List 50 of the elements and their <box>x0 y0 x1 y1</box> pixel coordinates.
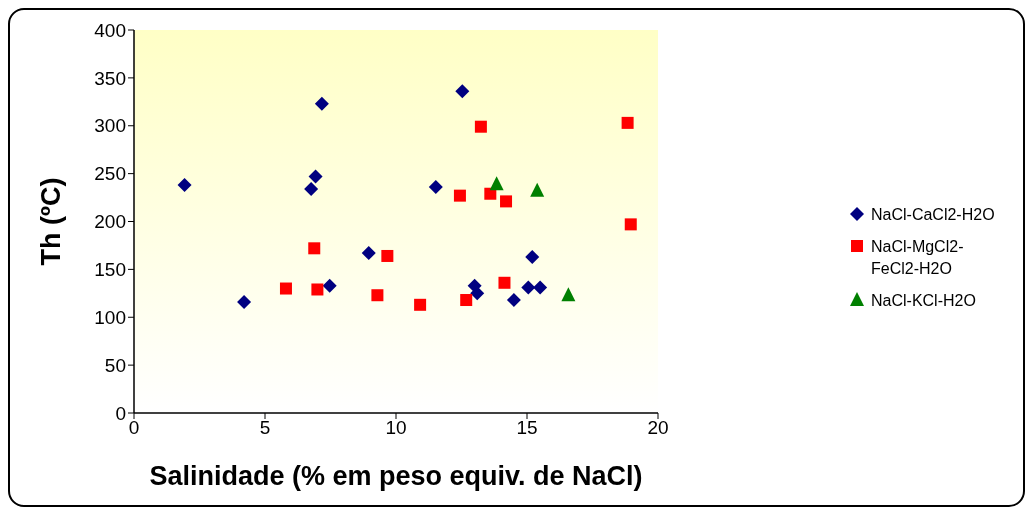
point <box>279 282 292 295</box>
point <box>414 298 427 311</box>
point <box>428 180 443 195</box>
point <box>489 176 504 191</box>
y-tick-label: 0 <box>115 402 126 424</box>
point <box>484 187 497 200</box>
legend-label: NaCl-CaCl2-H2O <box>871 204 996 225</box>
point <box>177 178 192 193</box>
point <box>308 242 321 255</box>
y-tick-label: 100 <box>94 306 126 328</box>
point <box>533 280 548 295</box>
y-tick-label: 150 <box>94 259 126 281</box>
y-tick-label: 50 <box>104 354 126 376</box>
x-axis-title: Salinidade (% em peso equiv. de NaCl) <box>149 461 643 491</box>
point <box>453 189 466 202</box>
point <box>381 249 394 262</box>
y-tick-label: 250 <box>94 163 126 185</box>
x-tick-label: 20 <box>647 417 669 439</box>
point <box>455 84 470 99</box>
x-tick-label: 0 <box>128 417 140 439</box>
point <box>624 218 637 231</box>
point <box>521 280 536 295</box>
point <box>371 289 384 302</box>
point <box>621 116 634 129</box>
y-tick-label: 400 <box>94 19 126 41</box>
point <box>308 169 323 184</box>
x-tick-label: 5 <box>259 417 271 439</box>
point <box>530 182 545 197</box>
point <box>474 120 487 133</box>
point <box>470 286 485 301</box>
point <box>314 96 329 111</box>
legend-label: NaCl-MgCl2-FeCl2-H2O <box>871 236 965 279</box>
point <box>322 278 337 293</box>
point <box>498 276 511 289</box>
point <box>500 195 513 208</box>
point <box>525 249 540 264</box>
point <box>237 294 252 309</box>
point <box>311 283 324 296</box>
point <box>361 246 376 261</box>
point <box>460 294 473 307</box>
point <box>506 293 521 308</box>
y-tick-label: 350 <box>94 67 126 89</box>
y-tick-label: 200 <box>94 211 126 233</box>
y-tick-label: 300 <box>94 115 126 137</box>
point <box>561 287 576 302</box>
x-tick-label: 15 <box>516 417 538 439</box>
x-tick-label: 10 <box>385 417 407 439</box>
legend-label: NaCl-KCl-H2O <box>871 290 977 311</box>
y-axis-title: Th (ºC) <box>35 177 66 266</box>
point <box>304 181 319 196</box>
